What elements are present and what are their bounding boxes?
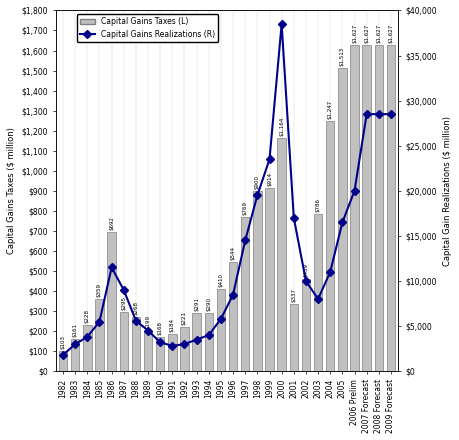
Text: $168: $168: [158, 322, 162, 335]
Bar: [168, 334, 177, 371]
Text: $769: $769: [243, 201, 248, 215]
Bar: [71, 339, 79, 371]
Text: $295: $295: [121, 296, 126, 310]
Text: $337: $337: [291, 288, 297, 302]
Text: $184: $184: [170, 318, 175, 332]
Bar: [205, 313, 213, 371]
Bar: [326, 121, 335, 371]
Text: $221: $221: [182, 311, 187, 325]
Legend: Capital Gains Taxes (L), Capital Gains Realizations (R): Capital Gains Taxes (L), Capital Gains R…: [77, 14, 218, 42]
Text: $786: $786: [316, 198, 320, 212]
Bar: [350, 45, 359, 371]
Text: $290: $290: [206, 297, 211, 311]
Bar: [253, 191, 262, 371]
Text: $1,627: $1,627: [364, 24, 369, 43]
Bar: [241, 217, 250, 371]
Bar: [386, 45, 395, 371]
Bar: [83, 326, 92, 371]
Y-axis label: Capital Gain Realizations ($ million): Capital Gain Realizations ($ million): [443, 116, 452, 266]
Bar: [290, 304, 298, 371]
Bar: [95, 299, 104, 371]
Text: $459: $459: [303, 263, 308, 277]
Text: $199: $199: [146, 315, 151, 329]
Y-axis label: Capital Gains Taxes ($ million): Capital Gains Taxes ($ million): [7, 127, 16, 254]
Text: $1,627: $1,627: [388, 24, 393, 43]
Bar: [277, 138, 286, 371]
Bar: [107, 232, 116, 371]
Text: $1,513: $1,513: [340, 47, 345, 66]
Text: $544: $544: [230, 246, 235, 260]
Bar: [265, 188, 274, 371]
Text: $228: $228: [85, 309, 90, 323]
Bar: [363, 45, 371, 371]
Text: $268: $268: [134, 301, 139, 315]
Text: $1,164: $1,164: [279, 117, 284, 136]
Bar: [314, 214, 322, 371]
Bar: [229, 262, 237, 371]
Text: $1,627: $1,627: [352, 24, 357, 43]
Bar: [156, 337, 164, 371]
Bar: [192, 313, 201, 371]
Bar: [59, 351, 67, 371]
Text: $291: $291: [194, 297, 199, 311]
Text: $914: $914: [267, 172, 272, 186]
Bar: [144, 331, 152, 371]
Bar: [180, 327, 189, 371]
Bar: [132, 317, 140, 371]
Text: $161: $161: [73, 323, 78, 337]
Text: $692: $692: [109, 216, 114, 231]
Bar: [375, 45, 383, 371]
Text: $900: $900: [255, 175, 260, 189]
Text: $103: $103: [61, 334, 66, 348]
Text: $410: $410: [218, 273, 224, 287]
Text: $1,247: $1,247: [328, 100, 333, 119]
Text: $1,627: $1,627: [376, 24, 381, 43]
Text: $359: $359: [97, 283, 102, 297]
Bar: [119, 312, 128, 371]
Bar: [338, 68, 347, 371]
Bar: [302, 279, 310, 371]
Bar: [217, 289, 225, 371]
